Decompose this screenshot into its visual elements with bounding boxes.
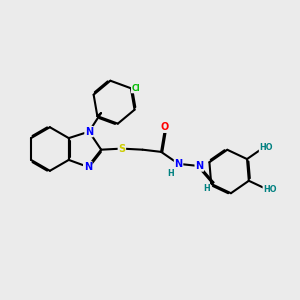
Text: H: H [167,169,174,178]
Text: S: S [118,144,125,154]
Text: Cl: Cl [131,84,140,93]
Text: N: N [195,161,203,171]
Text: HO: HO [260,143,273,152]
Text: H: H [203,184,210,194]
Text: HO: HO [263,185,277,194]
Text: N: N [175,159,183,169]
Text: N: N [85,127,93,136]
Text: O: O [160,122,169,132]
Text: N: N [84,162,92,172]
